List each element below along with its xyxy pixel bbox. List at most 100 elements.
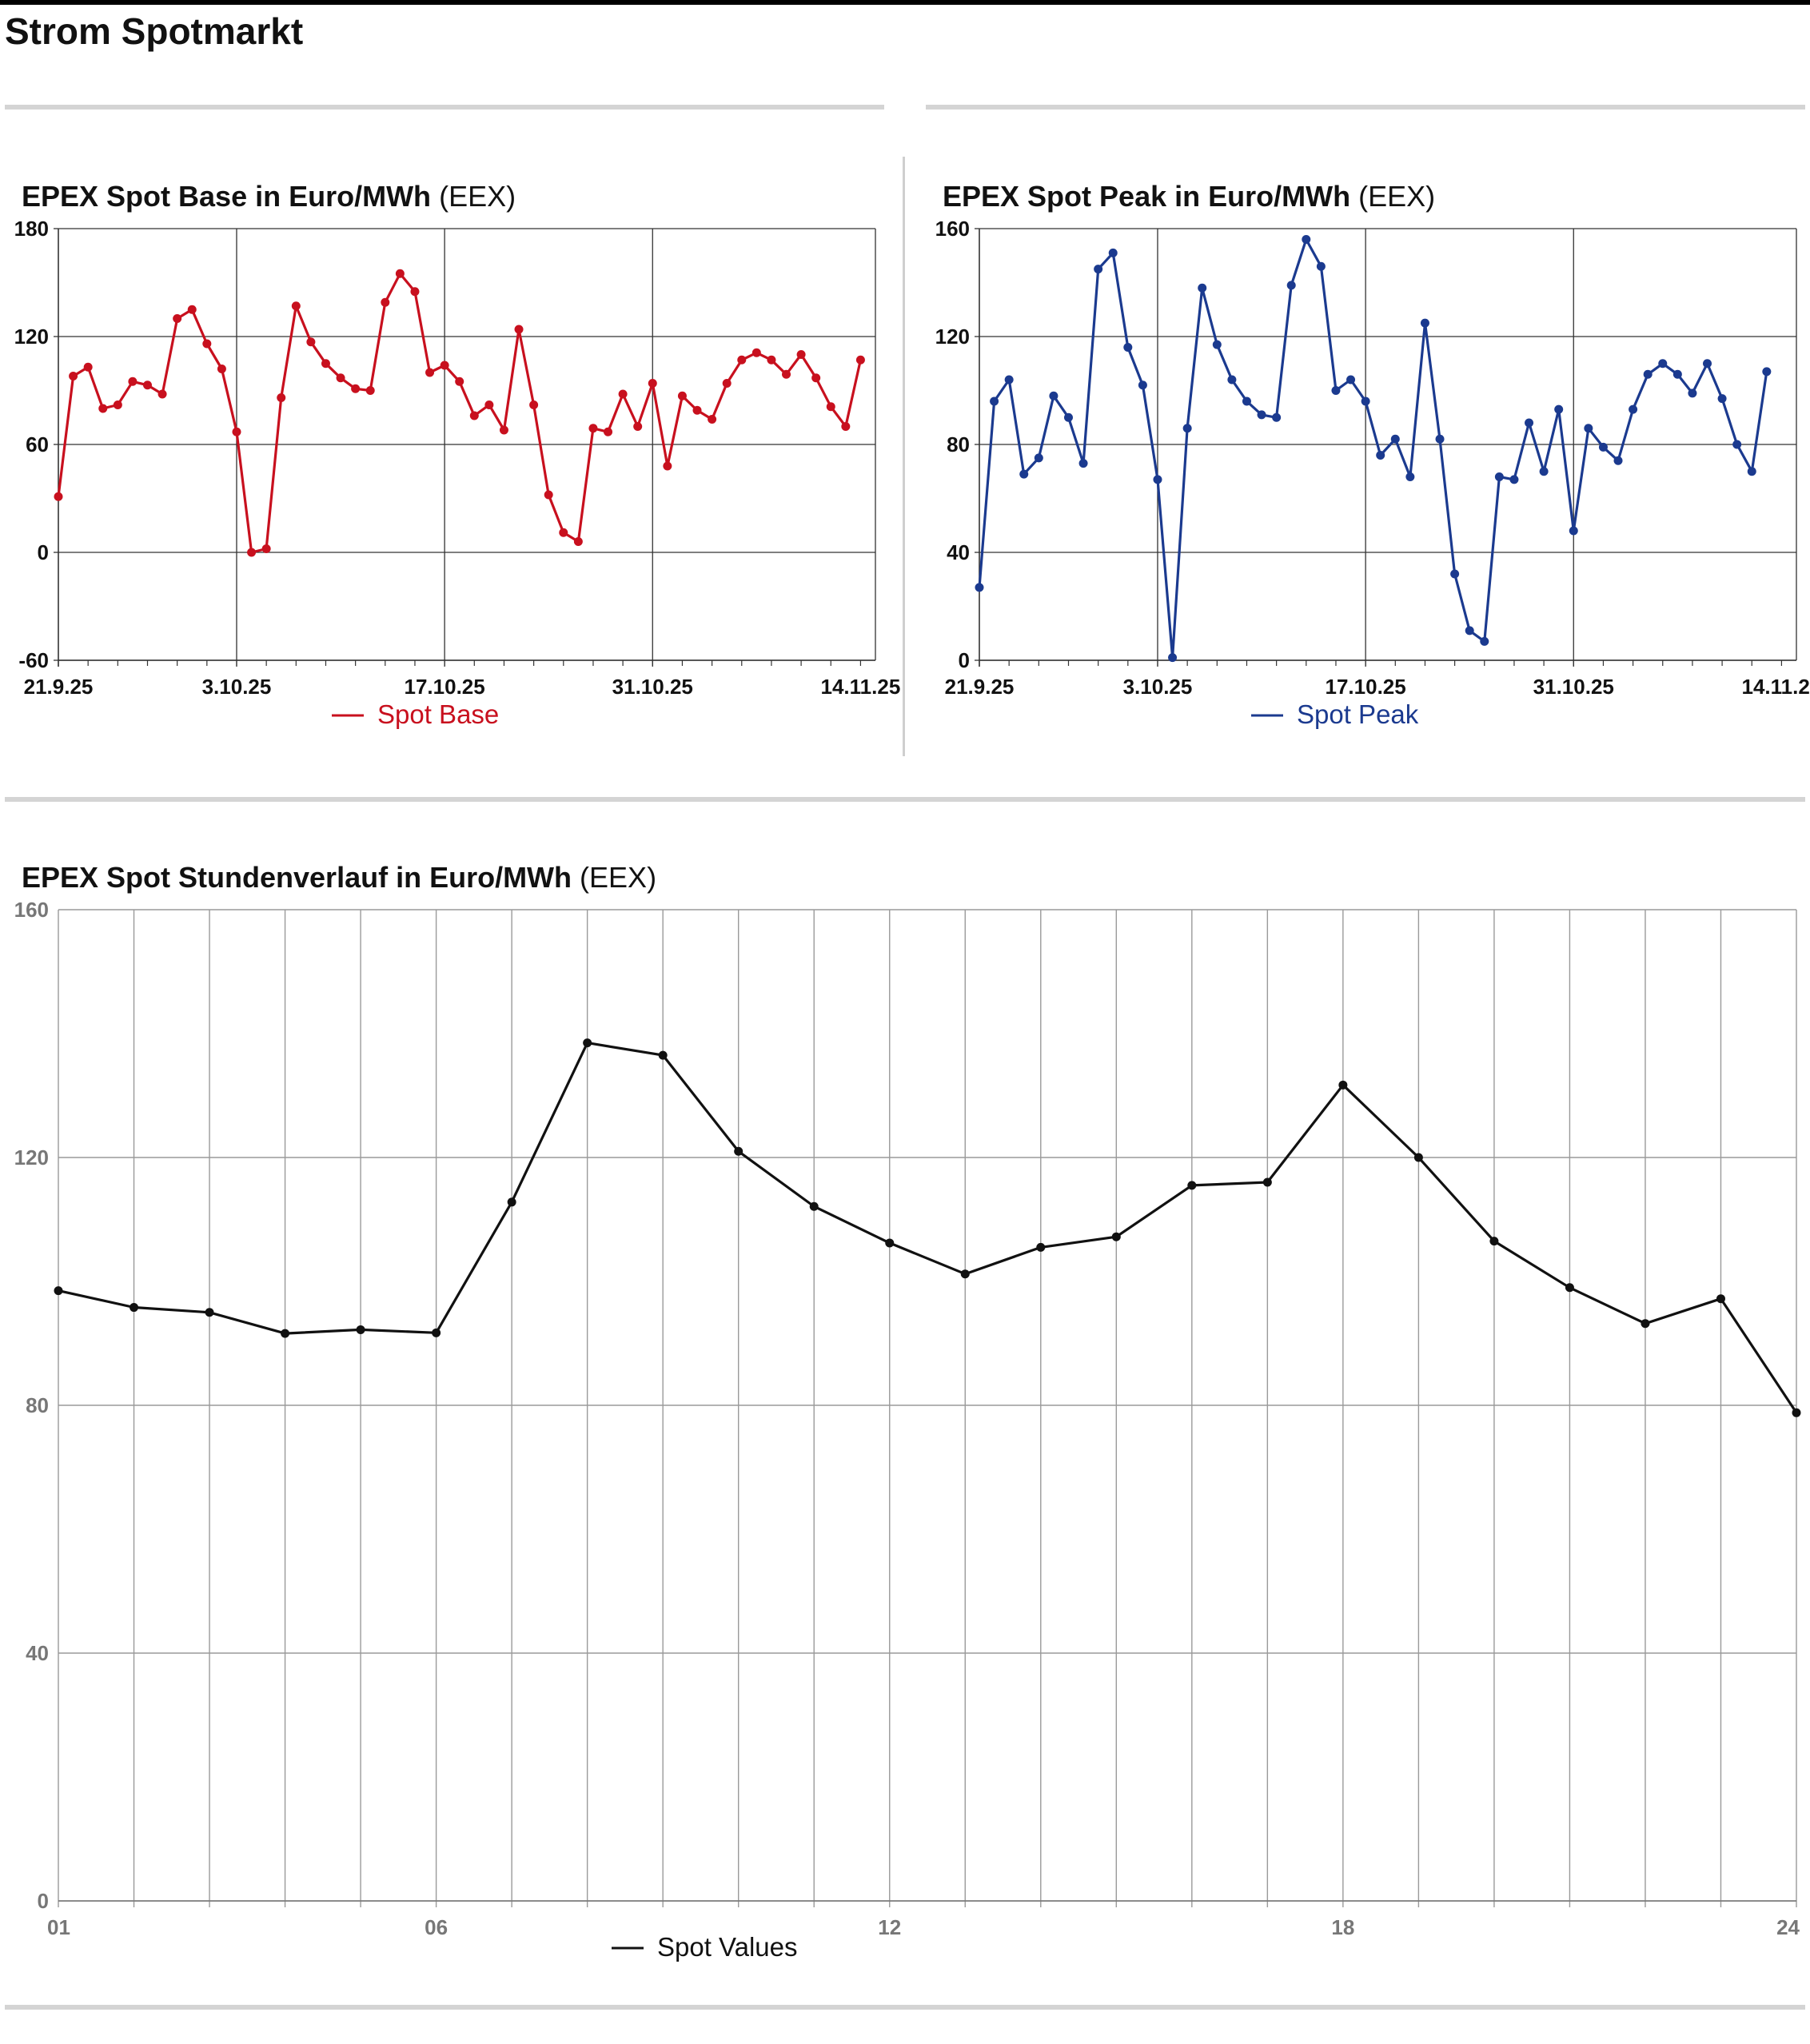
peak-data-point bbox=[1613, 456, 1623, 465]
peak-data-point bbox=[1257, 410, 1266, 420]
x-tick-label: 21.9.25 bbox=[945, 675, 1015, 699]
peak-data-point bbox=[1569, 526, 1578, 536]
x-tick-label: 3.10.25 bbox=[1123, 675, 1193, 699]
peak-data-point bbox=[1376, 451, 1385, 460]
peak-chart-source: (EEX) bbox=[1358, 180, 1436, 213]
base-data-point bbox=[128, 377, 138, 386]
peak-data-point bbox=[975, 583, 984, 592]
peak-data-point bbox=[1286, 281, 1296, 290]
panel-divider bbox=[903, 157, 905, 756]
peak-data-point bbox=[1331, 386, 1341, 395]
base-data-point bbox=[796, 350, 806, 359]
peak-data-point bbox=[1019, 469, 1029, 479]
x-tick-label: 24 bbox=[1776, 1915, 1800, 1939]
x-tick-label: 14.11.25 bbox=[1742, 675, 1810, 699]
base-chart: 180 120 60 0 -60 21.9.25 3.10.25 17.10.25 31.10.… bbox=[14, 217, 901, 729]
x-tick-label: 01 bbox=[47, 1915, 70, 1939]
peak-data-point bbox=[1643, 369, 1653, 379]
base-data-point bbox=[559, 528, 568, 537]
base-data-point bbox=[455, 377, 464, 386]
base-data-point bbox=[142, 381, 152, 390]
peak-data-point bbox=[1272, 412, 1282, 422]
peak-data-point bbox=[1688, 388, 1697, 398]
hourly-data-point bbox=[1565, 1283, 1574, 1293]
base-data-point bbox=[83, 362, 93, 372]
peak-data-point bbox=[1732, 440, 1742, 449]
y-tick-label: 120 bbox=[935, 325, 970, 349]
base-data-point bbox=[365, 386, 375, 395]
y-tick-label: 40 bbox=[26, 1641, 49, 1665]
base-data-point bbox=[514, 325, 524, 334]
base-data-point bbox=[277, 393, 286, 402]
hourly-data-point bbox=[54, 1286, 63, 1296]
section-rule-left bbox=[5, 105, 884, 110]
hourly-data-point bbox=[130, 1303, 139, 1313]
hourly-data-point bbox=[1111, 1232, 1121, 1241]
peak-data-point bbox=[1629, 404, 1638, 414]
base-data-point bbox=[306, 337, 316, 347]
base-data-point bbox=[247, 548, 257, 557]
peak-data-point bbox=[1004, 375, 1014, 384]
peak-data-point bbox=[1420, 318, 1429, 328]
base-chart-heading: EPEX Spot Base in Euro/MWh (EEX) bbox=[22, 180, 516, 213]
peak-data-point bbox=[1717, 394, 1727, 404]
peak-data-point bbox=[1405, 472, 1415, 481]
peak-data-point bbox=[1509, 475, 1519, 484]
peak-data-point bbox=[1525, 418, 1534, 428]
peak-chart-title: EPEX Spot Peak in Euro/MWh bbox=[943, 180, 1351, 213]
x-tick-label: 21.9.25 bbox=[24, 675, 94, 699]
x-tick-label: 06 bbox=[425, 1915, 448, 1939]
base-data-point bbox=[187, 305, 197, 314]
hourly-data-point bbox=[1792, 1408, 1801, 1417]
base-data-point bbox=[618, 389, 628, 399]
base-chart-source: (EEX) bbox=[439, 180, 516, 213]
peak-data-point bbox=[1598, 442, 1608, 452]
peak-data-point bbox=[1153, 475, 1162, 484]
peak-chart-heading: EPEX Spot Peak in Euro/MWh (EEX) bbox=[943, 180, 1435, 213]
hourly-data-point bbox=[583, 1038, 592, 1048]
y-tick-label: 0 bbox=[38, 540, 49, 564]
base-data-point bbox=[261, 544, 271, 553]
x-tick-label: 17.10.25 bbox=[1326, 675, 1406, 699]
section-rule-middle bbox=[5, 797, 1805, 802]
y-tick-label: 160 bbox=[935, 217, 970, 241]
base-data-point bbox=[336, 373, 345, 383]
y-tick-label: 0 bbox=[959, 648, 970, 672]
base-data-point bbox=[663, 461, 672, 471]
peak-data-point bbox=[1108, 248, 1118, 257]
hourly-data-point bbox=[960, 1269, 970, 1279]
hourly-legend-label: Spot Values bbox=[657, 1932, 798, 1962]
hourly-chart-heading: EPEX Spot Stundenverlauf in Euro/MWh (EE… bbox=[22, 861, 656, 894]
base-data-point bbox=[767, 355, 776, 365]
peak-data-point bbox=[990, 396, 999, 406]
base-legend-label: Spot Base bbox=[377, 699, 499, 729]
base-data-point bbox=[440, 361, 449, 370]
peak-legend-label: Spot Peak bbox=[1297, 699, 1419, 729]
base-data-point bbox=[499, 425, 508, 435]
base-data-point bbox=[782, 369, 791, 379]
base-chart-title: EPEX Spot Base in Euro/MWh bbox=[22, 180, 432, 213]
x-tick-label: 17.10.25 bbox=[405, 675, 485, 699]
peak-data-point bbox=[1762, 367, 1772, 377]
peak-data-point bbox=[1094, 265, 1103, 274]
base-data-point bbox=[648, 379, 657, 388]
hourly-data-point bbox=[1036, 1242, 1046, 1252]
page-title: Strom Spotmarkt bbox=[5, 10, 304, 52]
peak-data-point bbox=[1168, 653, 1178, 663]
x-tick-label: 12 bbox=[878, 1915, 901, 1939]
hourly-data-point bbox=[1489, 1237, 1499, 1246]
base-data-point bbox=[826, 402, 835, 412]
base-data-point bbox=[113, 400, 122, 409]
x-tick-label: 14.11.25 bbox=[821, 675, 901, 699]
base-data-point bbox=[217, 365, 226, 373]
base-data-point bbox=[841, 422, 851, 431]
base-data-point bbox=[737, 355, 747, 365]
hourly-data-point bbox=[1413, 1153, 1423, 1162]
peak-data-point bbox=[1138, 381, 1147, 390]
x-tick-label: 31.10.25 bbox=[612, 675, 693, 699]
peak-data-point bbox=[1361, 396, 1370, 406]
peak-data-point bbox=[1554, 404, 1564, 414]
base-data-point bbox=[855, 355, 865, 365]
peak-data-point bbox=[1480, 636, 1489, 646]
